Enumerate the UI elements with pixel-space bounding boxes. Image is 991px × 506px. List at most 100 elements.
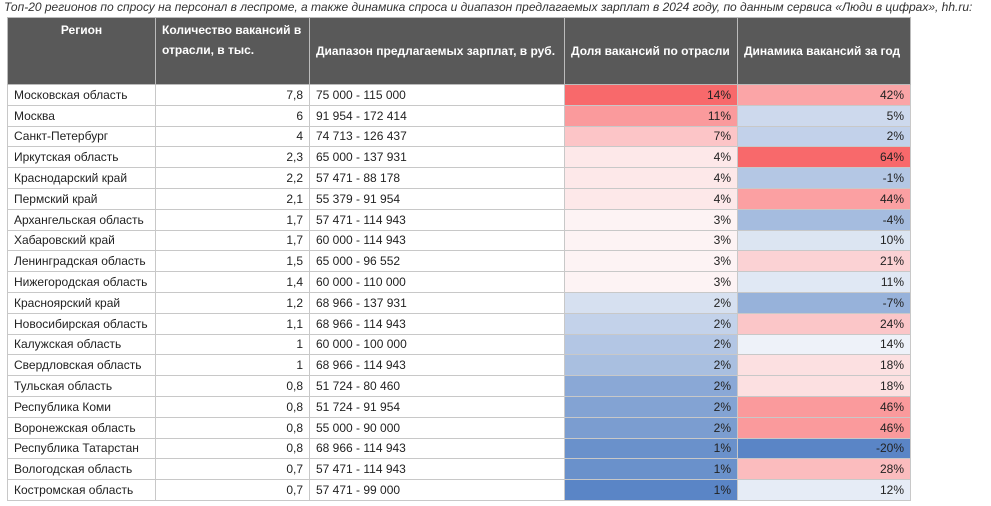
table-cell: 64%	[737, 146, 911, 169]
table-row: Хабаровский край 1,7 60 000 - 114 943 3% 10%	[7, 229, 911, 252]
table-cell: Воронежская область	[7, 416, 156, 439]
table-cell: Пермский край	[7, 187, 156, 210]
table-cell: Красноярский край	[7, 291, 156, 314]
table-row: Калужская область 1 60 000 - 100 000 2% 14%	[7, 333, 911, 356]
table-cell: 4%	[564, 146, 738, 169]
table-cell: 60 000 - 100 000	[309, 333, 565, 356]
table-cell: 0,8	[155, 395, 310, 418]
table-cell: 2%	[564, 291, 738, 314]
table-cell: 1,5	[155, 250, 310, 273]
table-cell: 7%	[564, 125, 738, 148]
table-cell: 57 471 - 114 943	[309, 208, 565, 231]
table-cell: 42%	[737, 84, 911, 106]
table-cell: 14%	[564, 84, 738, 106]
header-cell: Динамика вакансий за год	[737, 17, 911, 85]
table-cell: 2%	[564, 416, 738, 439]
table-cell: 1%	[564, 437, 738, 460]
table-cell: 11%	[564, 104, 738, 127]
table-row: Нижегородская область 1,4 60 000 - 110 000…	[7, 271, 911, 293]
table-cell: 1,7	[155, 229, 310, 252]
table-cell: 46%	[737, 395, 911, 418]
table-row: Московская область 7,8 75 000 - 115 000 14%…	[7, 84, 911, 106]
table-cell: Новосибирская область	[7, 312, 156, 335]
table-cell: 57 471 - 88 178	[309, 167, 565, 189]
header-cell: Доля вакансий по отрасли	[564, 17, 738, 85]
table-cell: 68 966 - 137 931	[309, 291, 565, 314]
table-cell: 0,7	[155, 458, 310, 481]
table-row: Краснодарский край 2,2 57 471 - 88 178 4% -1…	[7, 167, 911, 189]
table-cell: 12%	[737, 479, 911, 501]
table: Регион Количество вакансий в отрасли, в т…	[7, 17, 911, 501]
table-cell: 0,8	[155, 437, 310, 460]
table-cell: 0,7	[155, 479, 310, 501]
table-cell: 3%	[564, 208, 738, 231]
table-cell: 18%	[737, 354, 911, 377]
table-cell: Москва	[7, 104, 156, 127]
table-cell: 44%	[737, 187, 911, 210]
header-cell: Количество вакансий в отрасли, в тыс.	[155, 17, 310, 85]
table-cell: 6	[155, 104, 310, 127]
table-row: Санкт-Петербург 4 74 713 - 126 437 7% 2%	[7, 125, 911, 148]
table-row: Костромская область 0,7 57 471 - 99 000 1% 1…	[7, 479, 911, 501]
table-cell: 1%	[564, 458, 738, 481]
table-row: Архангельская область 1,7 57 471 - 114 943…	[7, 208, 911, 231]
table-row: Новосибирская область 1,1 68 966 - 114 943…	[7, 312, 911, 335]
table-cell: 65 000 - 137 931	[309, 146, 565, 169]
table-cell: 18%	[737, 375, 911, 397]
caption: Топ-20 регионов по спросу на персонал в …	[4, 0, 973, 14]
table-cell: 2%	[564, 312, 738, 335]
table-cell: Калужская область	[7, 333, 156, 356]
table-cell: Московская область	[7, 84, 156, 106]
table-cell: Краснодарский край	[7, 167, 156, 189]
table-cell: 11%	[737, 271, 911, 293]
table-cell: 2,2	[155, 167, 310, 189]
table-cell: 68 966 - 114 943	[309, 354, 565, 377]
table-row: Москва 6 91 954 - 172 414 11% 5%	[7, 104, 911, 127]
table-cell: 55 379 - 91 954	[309, 187, 565, 210]
table-row: Свердловская область 1 68 966 - 114 943 2% 1…	[7, 354, 911, 377]
table-cell: 21%	[737, 250, 911, 273]
table-cell: Иркутская область	[7, 146, 156, 169]
table-cell: 2%	[737, 125, 911, 148]
table-cell: 57 471 - 99 000	[309, 479, 565, 501]
table-cell: Ленинградская область	[7, 250, 156, 273]
table-cell: 55 000 - 90 000	[309, 416, 565, 439]
table-cell: 2%	[564, 375, 738, 397]
table-cell: 0,8	[155, 375, 310, 397]
table-cell: 74 713 - 126 437	[309, 125, 565, 148]
table-cell: 24%	[737, 312, 911, 335]
table-row: Ленинградская область 1,5 65 000 - 96 552 3…	[7, 250, 911, 273]
table-cell: 10%	[737, 229, 911, 252]
table-cell: -1%	[737, 167, 911, 189]
table-row: Воронежская область 0,8 55 000 - 90 000 2% 4…	[7, 416, 911, 439]
table-cell: 3%	[564, 271, 738, 293]
table-cell: 2%	[564, 354, 738, 377]
table-cell: 68 966 - 114 943	[309, 312, 565, 335]
table-row: Вологодская область 0,7 57 471 - 114 943 1%…	[7, 458, 911, 481]
table-cell: 51 724 - 91 954	[309, 395, 565, 418]
table-cell: -20%	[737, 437, 911, 460]
table-cell: 1,2	[155, 291, 310, 314]
table-cell: Санкт-Петербург	[7, 125, 156, 148]
table-cell: 51 724 - 80 460	[309, 375, 565, 397]
table-row: Тульская область 0,8 51 724 - 80 460 2% 18%	[7, 375, 911, 397]
table-cell: 4%	[564, 167, 738, 189]
table-cell: 1%	[564, 479, 738, 501]
table-cell: -4%	[737, 208, 911, 231]
table-cell: 3%	[564, 229, 738, 252]
table-cell: -7%	[737, 291, 911, 314]
table-row: Республика Татарстан 0,8 68 966 - 114 943 1…	[7, 437, 911, 460]
table-cell: 1	[155, 354, 310, 377]
table-cell: 2,1	[155, 187, 310, 210]
header-cell: Диапазон предлагаемых зарплат, в руб.	[309, 17, 565, 85]
table-cell: 28%	[737, 458, 911, 481]
table-cell: 60 000 - 114 943	[309, 229, 565, 252]
table-cell: 46%	[737, 416, 911, 439]
table-cell: 65 000 - 96 552	[309, 250, 565, 273]
table-cell: 1	[155, 333, 310, 356]
table-cell: 1,7	[155, 208, 310, 231]
table-cell: 2%	[564, 395, 738, 418]
header-cell: Регион	[7, 17, 156, 85]
table-cell: 14%	[737, 333, 911, 356]
